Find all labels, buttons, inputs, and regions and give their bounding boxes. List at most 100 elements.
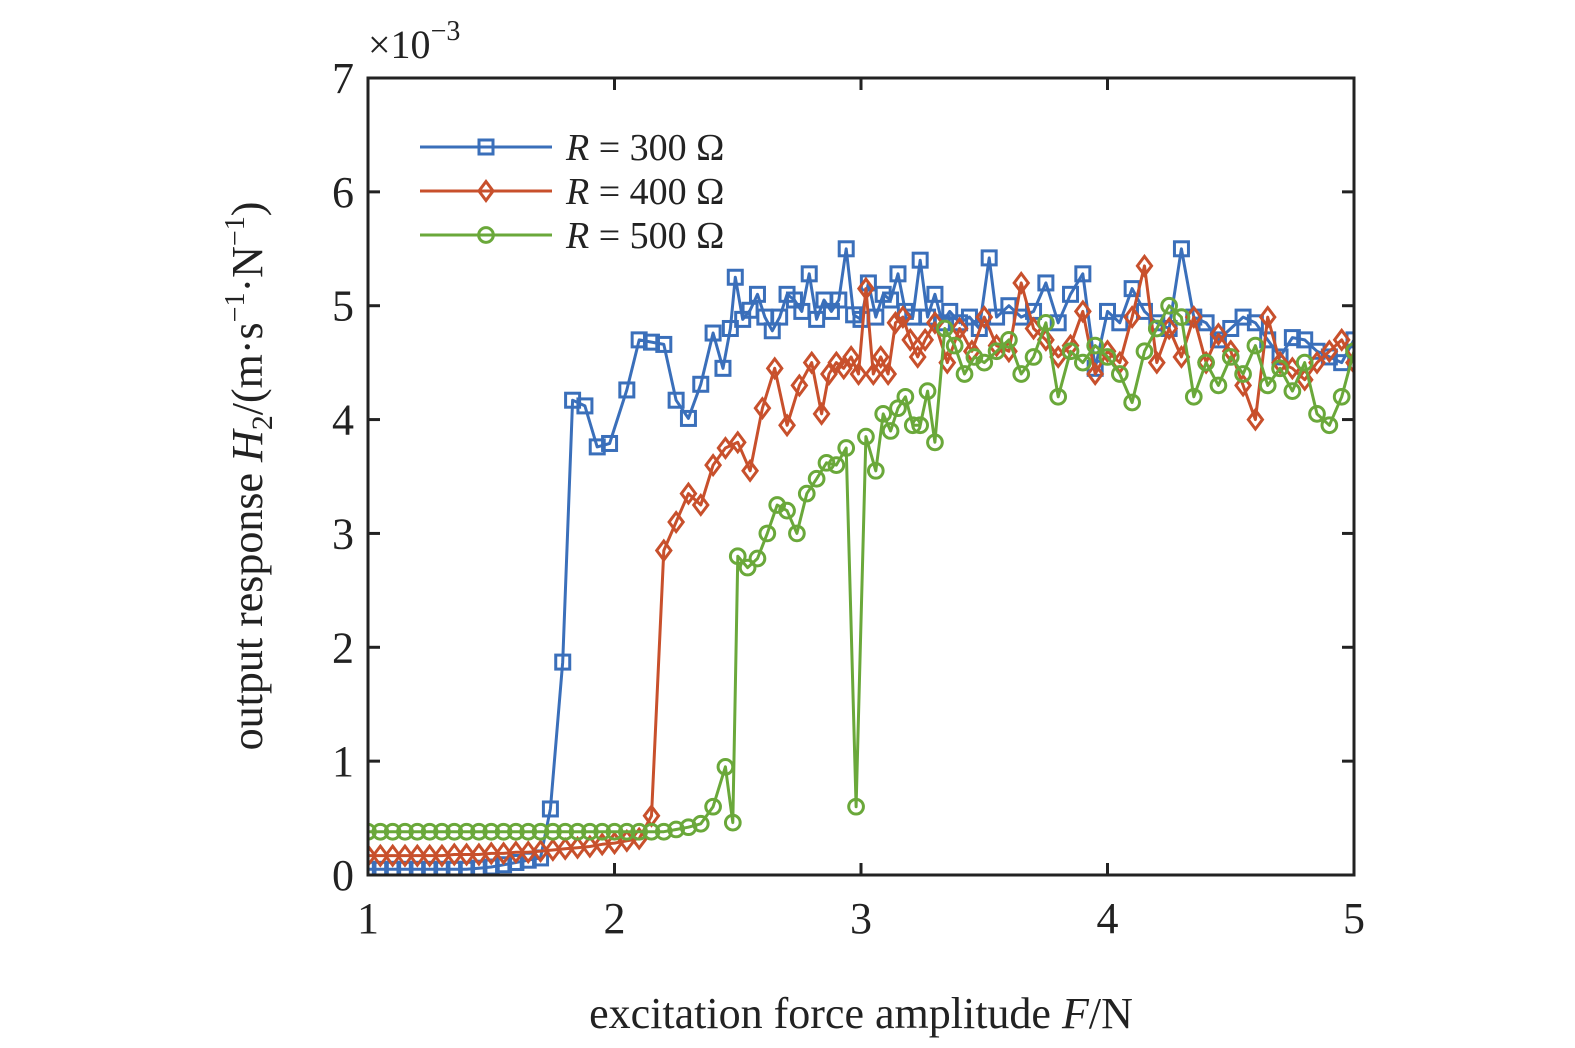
data-point bbox=[1197, 350, 1216, 375]
series-layer bbox=[368, 240, 1354, 875]
data-point bbox=[1099, 302, 1116, 320]
y-tick-label: 3 bbox=[332, 509, 354, 558]
data-point bbox=[916, 327, 935, 352]
data-point bbox=[1283, 329, 1301, 347]
data-point bbox=[531, 822, 550, 841]
data-point bbox=[1123, 393, 1142, 412]
data-point bbox=[1111, 314, 1129, 332]
data-point bbox=[630, 822, 649, 841]
data-point bbox=[1073, 299, 1092, 324]
data-point bbox=[726, 268, 744, 286]
data-point bbox=[494, 841, 513, 866]
data-point bbox=[879, 362, 898, 386]
x-axis-title-var: F bbox=[1061, 989, 1090, 1038]
data-point bbox=[605, 822, 624, 841]
data-point bbox=[421, 860, 439, 875]
data-point bbox=[544, 822, 562, 841]
data-point bbox=[1184, 387, 1203, 406]
data-point bbox=[1283, 382, 1302, 400]
data-point bbox=[1160, 296, 1178, 315]
data-point bbox=[721, 319, 739, 337]
data-point bbox=[1258, 376, 1277, 395]
y-axis-title: output response H2/(m·s−1·N−1) bbox=[220, 202, 279, 751]
y-tick-label: 2 bbox=[332, 623, 354, 672]
x-axis-title-prefix: excitation force amplitude bbox=[589, 989, 1062, 1038]
data-point bbox=[889, 265, 907, 283]
x-tick-label: 3 bbox=[850, 894, 872, 943]
y-tick-label: 7 bbox=[332, 54, 354, 103]
data-point bbox=[642, 822, 661, 841]
data-point bbox=[748, 285, 766, 303]
data-point bbox=[817, 453, 836, 472]
data-point bbox=[1172, 308, 1191, 326]
data-point bbox=[1221, 348, 1240, 366]
legend-label-var: R bbox=[565, 171, 589, 213]
legend-marker bbox=[477, 226, 495, 244]
data-point bbox=[654, 822, 673, 841]
data-point bbox=[482, 822, 501, 841]
data-point bbox=[1012, 365, 1031, 383]
data-point bbox=[1135, 342, 1154, 361]
y-tick-label: 4 bbox=[332, 396, 354, 445]
data-point bbox=[1271, 359, 1289, 378]
data-point bbox=[723, 813, 742, 832]
data-point bbox=[926, 285, 944, 303]
data-point bbox=[1345, 342, 1354, 361]
data-point bbox=[1246, 314, 1264, 332]
legend-label: R = 400 Ω bbox=[565, 171, 724, 213]
data-point bbox=[588, 438, 606, 456]
data-point bbox=[812, 401, 831, 426]
data-point bbox=[618, 381, 636, 399]
data-point bbox=[1049, 314, 1067, 332]
data-point bbox=[704, 797, 722, 816]
data-point bbox=[771, 308, 789, 326]
data-point bbox=[383, 822, 402, 841]
data-point bbox=[1234, 365, 1252, 383]
data-point bbox=[926, 433, 944, 452]
data-point bbox=[1332, 387, 1351, 406]
data-point bbox=[519, 840, 538, 865]
y-tick-label: 5 bbox=[332, 282, 354, 331]
data-point bbox=[837, 240, 855, 258]
y-axis-title-unit-close: ) bbox=[223, 202, 272, 217]
y-axis-title-unit-mid: ·N bbox=[223, 246, 272, 292]
data-point bbox=[866, 461, 885, 480]
data-point bbox=[482, 841, 501, 866]
data-point bbox=[408, 822, 427, 841]
data-point bbox=[445, 822, 464, 841]
data-point bbox=[871, 344, 890, 369]
data-point bbox=[827, 350, 846, 375]
series-1 bbox=[368, 253, 1354, 868]
data-point bbox=[568, 835, 587, 860]
data-point bbox=[581, 822, 599, 841]
data-point bbox=[433, 822, 451, 841]
data-point bbox=[704, 453, 723, 478]
data-point bbox=[470, 859, 488, 875]
data-point bbox=[1209, 376, 1228, 395]
data-point bbox=[1000, 331, 1018, 349]
data-point bbox=[408, 860, 426, 875]
data-point bbox=[911, 251, 929, 269]
data-point bbox=[642, 333, 660, 351]
data-point bbox=[935, 319, 954, 338]
y-tick-label: 6 bbox=[332, 168, 354, 217]
data-point bbox=[748, 549, 767, 568]
data-point bbox=[765, 356, 784, 381]
data-point bbox=[950, 316, 969, 341]
data-point bbox=[519, 822, 538, 841]
data-point bbox=[955, 365, 974, 383]
y-multiplier-base: ×10 bbox=[368, 22, 431, 67]
legend-label-var: R bbox=[565, 215, 589, 257]
data-point bbox=[1147, 350, 1166, 375]
data-point bbox=[1308, 405, 1326, 423]
data-point bbox=[667, 391, 685, 409]
data-point bbox=[371, 822, 390, 841]
y-axis-title-exp2: −1 bbox=[220, 216, 251, 246]
plot-area bbox=[368, 78, 1354, 875]
data-point bbox=[601, 434, 619, 452]
data-point bbox=[1296, 331, 1314, 349]
y-axis-title-prefix: output response bbox=[223, 462, 272, 750]
data-point bbox=[543, 838, 562, 862]
data-point bbox=[716, 757, 735, 776]
y-tick-label: 0 bbox=[332, 851, 354, 900]
